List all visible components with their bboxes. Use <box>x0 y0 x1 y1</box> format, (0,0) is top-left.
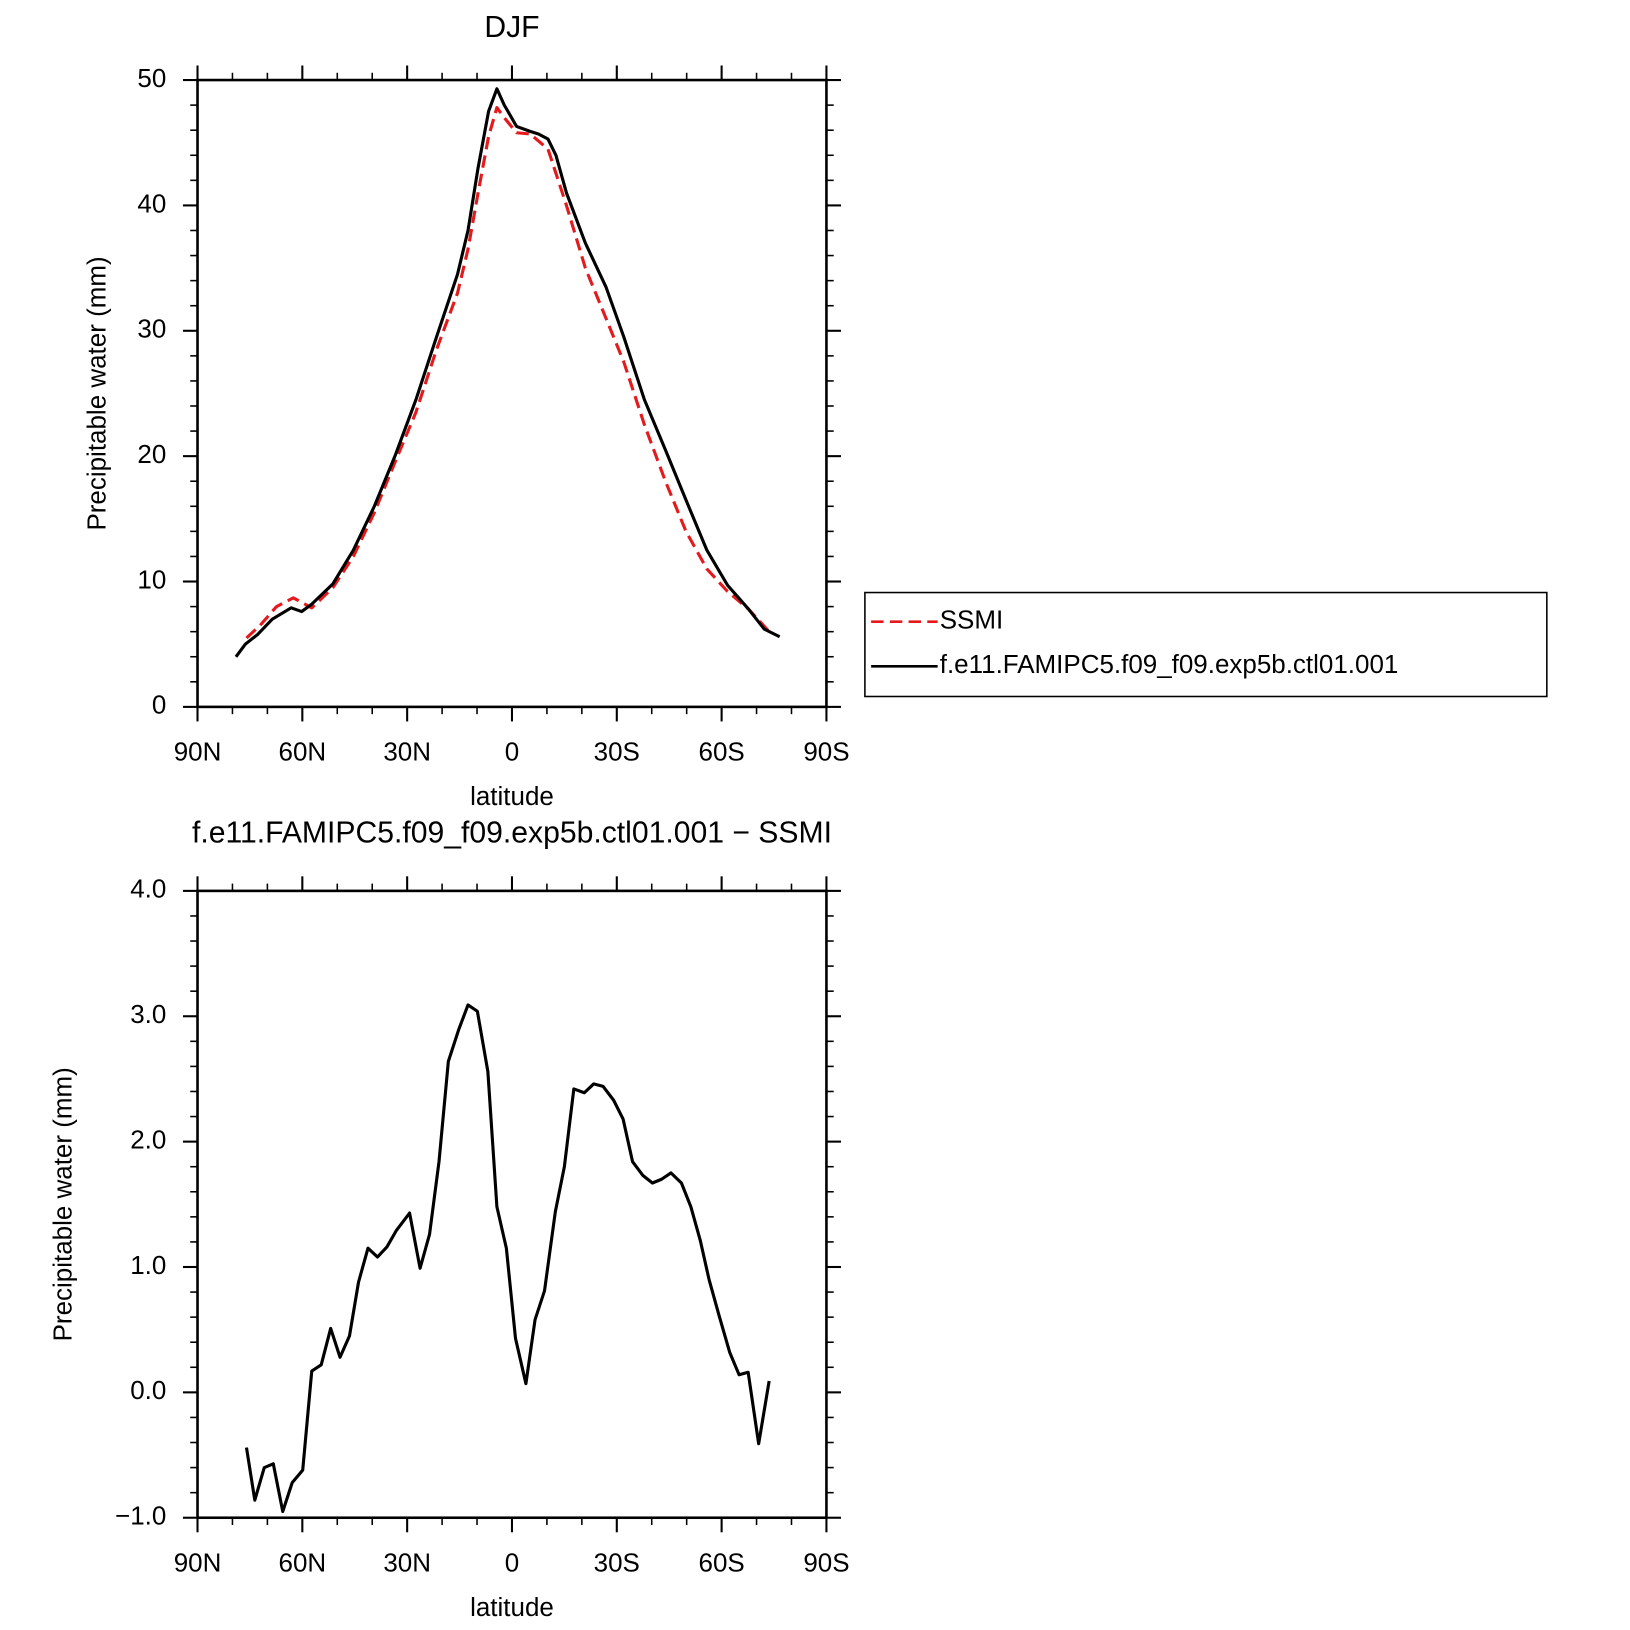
chart-title: DJF <box>484 11 539 44</box>
x-tick-label: 60N <box>279 1547 327 1577</box>
x-tick-label: 90S <box>803 737 849 767</box>
x-tick-label: 0 <box>505 1547 519 1577</box>
legend-label: SSMI <box>940 605 1004 635</box>
x-tick-label: 30S <box>594 737 640 767</box>
x-axis-label: latitude <box>470 781 554 811</box>
x-tick-label: 60S <box>699 737 745 767</box>
x-axis-label: latitude <box>470 1592 554 1622</box>
y-tick-label: 3.0 <box>130 999 166 1029</box>
y-tick-label: 2.0 <box>130 1124 166 1154</box>
x-tick-label: 90N <box>174 1547 222 1577</box>
y-tick-label: 0.0 <box>130 1375 166 1405</box>
x-tick-label: 90N <box>174 737 222 767</box>
x-tick-label: 30N <box>383 737 431 767</box>
y-tick-label: 4.0 <box>130 874 166 904</box>
series-line <box>245 106 771 640</box>
y-axis-label: Precipitable water (mm) <box>82 256 112 530</box>
chart-title: f.e11.FAMIPC5.f09_f09.exp5b.ctl01.001 − … <box>192 817 832 850</box>
y-tick-label: 10 <box>137 564 166 594</box>
x-tick-label: 30S <box>594 1547 640 1577</box>
x-tick-label: 60S <box>699 1547 745 1577</box>
x-tick-label: 90S <box>803 1547 849 1577</box>
y-tick-label: 40 <box>137 188 166 218</box>
plot-frame <box>196 78 828 709</box>
plot-frame <box>196 889 828 1520</box>
legend-box <box>864 591 1548 698</box>
legend-label: f.e11.FAMIPC5.f09_f09.exp5b.ctl01.001 <box>940 649 1399 679</box>
y-tick-label: 30 <box>137 314 166 344</box>
y-tick-label: 1.0 <box>130 1250 166 1280</box>
y-tick-label: 50 <box>137 63 166 93</box>
y-axis-label: Precipitable water (mm) <box>47 1067 77 1341</box>
y-tick-label: 0 <box>152 690 166 720</box>
x-tick-label: 30N <box>383 1547 431 1577</box>
y-tick-label: 20 <box>137 439 166 469</box>
series-line <box>244 1003 771 1514</box>
x-tick-label: 60N <box>279 737 327 767</box>
y-tick-label: −1.0 <box>115 1501 166 1531</box>
x-tick-label: 0 <box>505 737 519 767</box>
series-line <box>234 87 781 658</box>
